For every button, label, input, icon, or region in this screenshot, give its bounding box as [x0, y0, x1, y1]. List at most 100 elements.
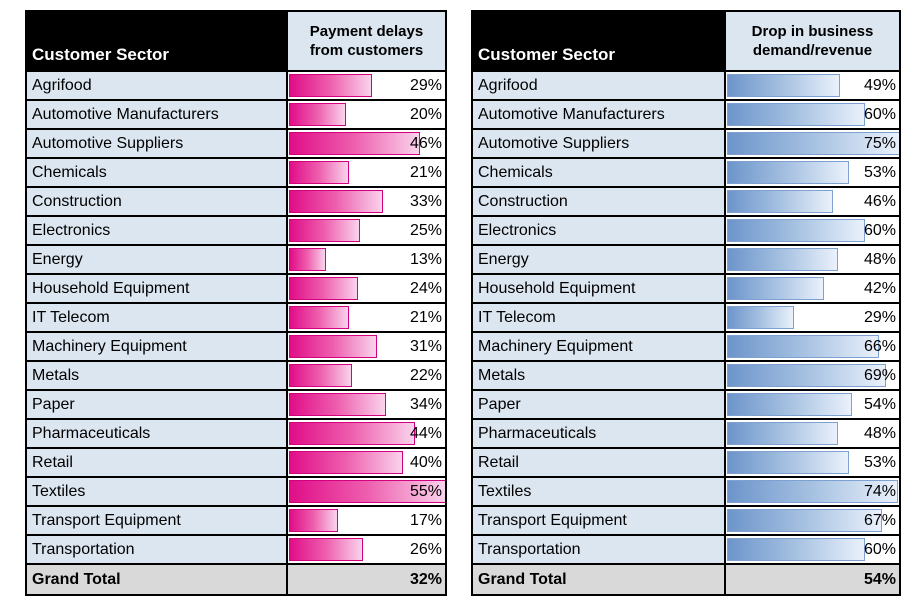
value-cell: 24% — [288, 275, 445, 302]
value-label: 21% — [409, 163, 442, 181]
value-cell: 17% — [288, 507, 445, 534]
customer-sector-header: Customer Sector — [27, 12, 288, 70]
value-cell: 29% — [288, 72, 445, 99]
sector-cell: Automotive Manufacturers — [27, 101, 288, 128]
value-cell: 48% — [726, 420, 899, 447]
value-label: 75% — [863, 134, 896, 152]
sector-cell: Retail — [27, 449, 288, 476]
table-row: Paper 34% — [27, 391, 445, 420]
table-row: Automotive Manufacturers 60% — [473, 101, 899, 130]
value-label: 40% — [409, 453, 442, 471]
data-bar — [289, 538, 364, 561]
data-bar — [727, 451, 850, 474]
table-row: Household Equipment 24% — [27, 275, 445, 304]
sector-cell: Chemicals — [473, 159, 726, 186]
data-bar — [289, 103, 347, 126]
sector-cell: Metals — [27, 362, 288, 389]
data-bar — [727, 393, 852, 416]
data-bar — [289, 74, 372, 97]
data-bar — [289, 132, 421, 155]
table-row: Transportation 26% — [27, 536, 445, 565]
value-label: 34% — [409, 395, 442, 413]
sector-cell: Automotive Suppliers — [473, 130, 726, 157]
sector-cell: Machinery Equipment — [473, 333, 726, 360]
value-cell: 22% — [288, 362, 445, 389]
value-cell: 31% — [288, 333, 445, 360]
value-label: 66% — [863, 337, 896, 355]
table-row: Chemicals 53% — [473, 159, 899, 188]
table-row: Metals 22% — [27, 362, 445, 391]
table-row: Electronics 60% — [473, 217, 899, 246]
sector-cell: Paper — [473, 391, 726, 418]
table-row: Automotive Suppliers 46% — [27, 130, 445, 159]
value-label: 60% — [863, 540, 896, 558]
sector-cell: Household Equipment — [27, 275, 288, 302]
value-label: 13% — [409, 250, 442, 268]
table-row: Paper 54% — [473, 391, 899, 420]
value-label: 42% — [863, 279, 896, 297]
value-label: 48% — [863, 250, 896, 268]
sector-cell: Agrifood — [27, 72, 288, 99]
value-label: 44% — [409, 424, 442, 442]
value-label: 60% — [863, 221, 896, 239]
value-cell: 75% — [726, 130, 899, 157]
table-row: Pharmaceuticals 44% — [27, 420, 445, 449]
sector-cell: Automotive Suppliers — [27, 130, 288, 157]
data-bar — [727, 219, 866, 242]
table-row: Energy 48% — [473, 246, 899, 275]
value-label: 69% — [863, 366, 896, 384]
value-cell: 53% — [726, 449, 899, 476]
data-bar — [289, 422, 415, 445]
sector-cell: Electronics — [27, 217, 288, 244]
data-bar — [727, 190, 834, 213]
value-cell: 40% — [288, 449, 445, 476]
table-body: Agrifood 49% Automotive Manufacturers 60… — [473, 72, 899, 565]
table-row: Transport Equipment 17% — [27, 507, 445, 536]
value-cell: 44% — [288, 420, 445, 447]
data-bar — [727, 132, 899, 155]
value-cell: 42% — [726, 275, 899, 302]
value-cell: 46% — [726, 188, 899, 215]
value-cell: 20% — [288, 101, 445, 128]
table-row: Textiles 55% — [27, 478, 445, 507]
data-bar — [727, 422, 838, 445]
sector-cell: Household Equipment — [473, 275, 726, 302]
value-cell: 21% — [288, 159, 445, 186]
value-label: 22% — [409, 366, 442, 384]
sector-cell: Metals — [473, 362, 726, 389]
sector-cell: Chemicals — [27, 159, 288, 186]
table-row: Electronics 25% — [27, 217, 445, 246]
data-bar — [289, 364, 352, 387]
value-label: 21% — [409, 308, 442, 326]
table-row: Transportation 60% — [473, 536, 899, 565]
sector-cell: IT Telecom — [27, 304, 288, 331]
value-label: 29% — [409, 76, 442, 94]
data-bar — [727, 509, 882, 532]
table-row: Construction 46% — [473, 188, 899, 217]
data-bar — [727, 306, 794, 329]
data-bar — [727, 335, 880, 358]
sector-cell: Agrifood — [473, 72, 726, 99]
sector-cell: Transportation — [473, 536, 726, 563]
table-row: IT Telecom 21% — [27, 304, 445, 333]
table-row: Agrifood 49% — [473, 72, 899, 101]
value-label: 17% — [409, 511, 442, 529]
customer-sector-header: Customer Sector — [473, 12, 726, 70]
data-bar — [289, 161, 349, 184]
value-label: 53% — [863, 453, 896, 471]
sector-cell: Pharmaceuticals — [27, 420, 288, 447]
value-cell: 69% — [726, 362, 899, 389]
value-cell: 55% — [288, 478, 445, 505]
sector-cell: Energy — [473, 246, 726, 273]
data-bar — [289, 393, 387, 416]
value-label: 53% — [863, 163, 896, 181]
value-label: 33% — [409, 192, 442, 210]
value-label: 74% — [863, 482, 896, 500]
value-label: 20% — [409, 105, 442, 123]
sector-cell: Automotive Manufacturers — [473, 101, 726, 128]
value-label: 60% — [863, 105, 896, 123]
table-row: Agrifood 29% — [27, 72, 445, 101]
value-cell: 26% — [288, 536, 445, 563]
table-row: Machinery Equipment 66% — [473, 333, 899, 362]
data-bar — [289, 335, 378, 358]
